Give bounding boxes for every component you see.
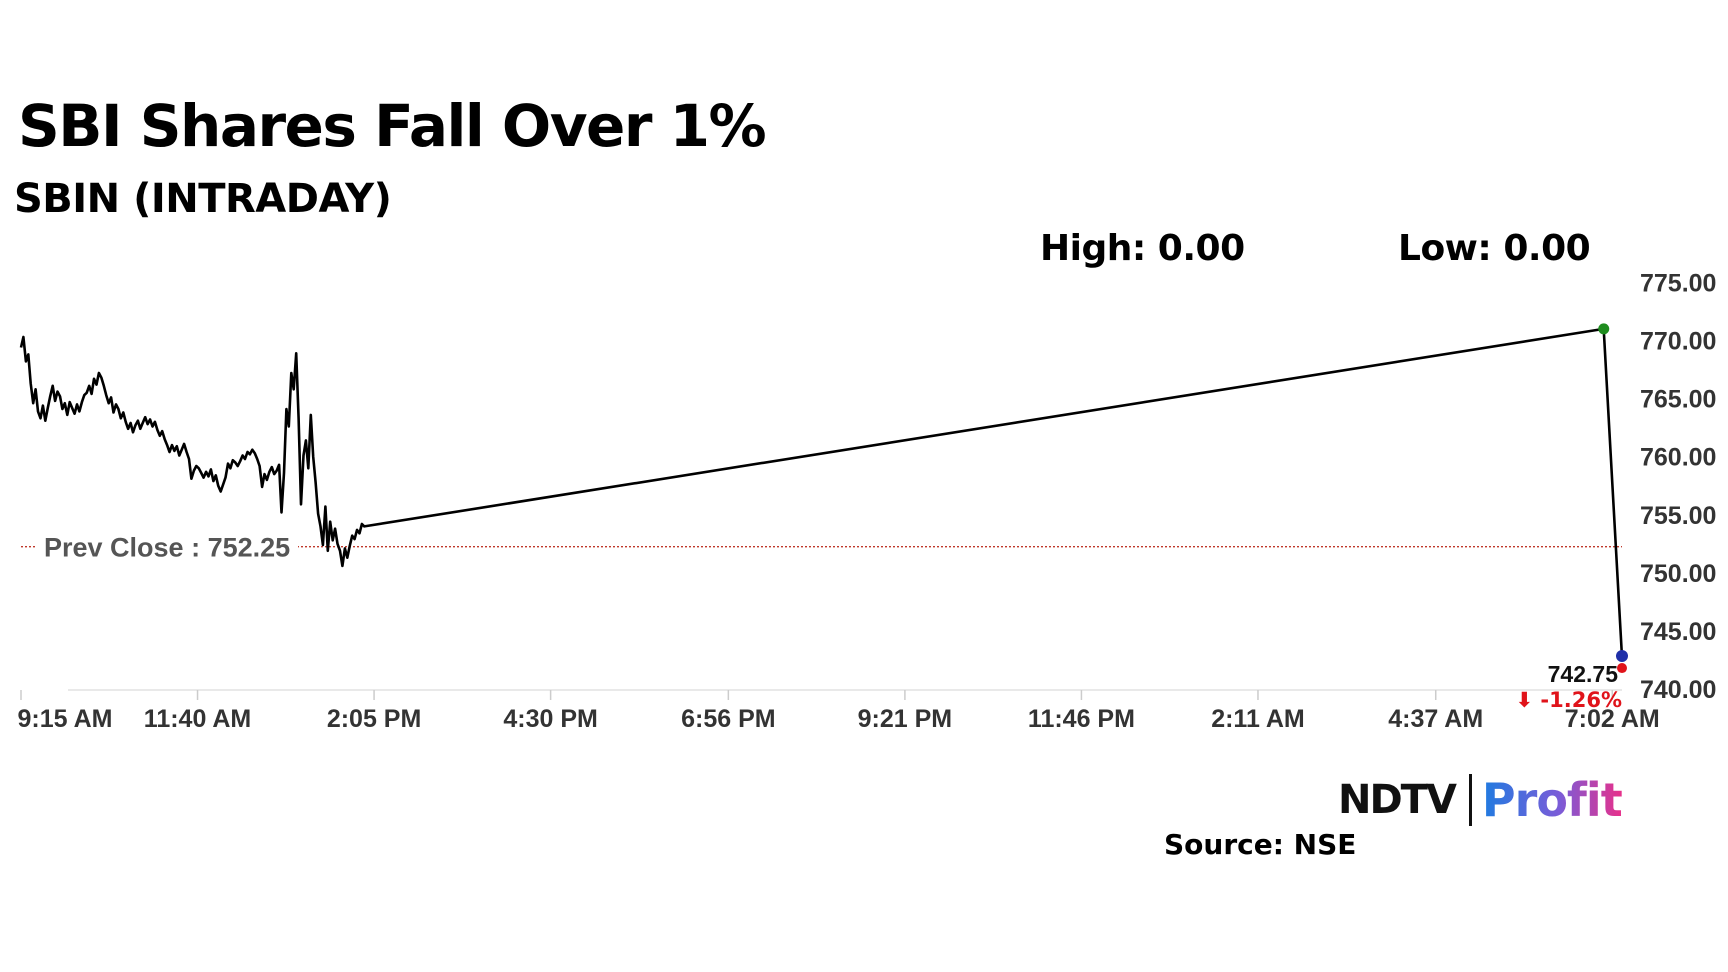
x-tick-label: 2:05 PM xyxy=(327,705,421,733)
logo-ndtv-text: NDTV xyxy=(1338,777,1457,823)
y-tick-label: 775.00 xyxy=(1640,269,1716,297)
x-tick-label: 9:15 AM xyxy=(18,705,113,733)
chart-title: SBI Shares Fall Over 1% xyxy=(18,92,767,160)
ndtv-profit-logo: NDTV Profit xyxy=(1338,770,1623,830)
x-tick-label: 7:02 AM xyxy=(1565,705,1660,733)
y-tick-label: 745.00 xyxy=(1640,618,1716,646)
prev-close-label: Prev Close : 752.25 xyxy=(44,533,290,563)
high-marker xyxy=(1598,323,1610,335)
logo-divider xyxy=(1468,774,1472,826)
last-price-label: 742.75 xyxy=(1548,661,1619,687)
x-tick-label: 11:40 AM xyxy=(144,705,251,733)
x-tick-label: 4:37 AM xyxy=(1388,705,1483,733)
chart-subtitle: SBIN (INTRADAY) xyxy=(14,176,392,222)
x-tick-label: 2:11 AM xyxy=(1211,705,1305,733)
y-tick-label: 755.00 xyxy=(1640,502,1716,530)
prev-close-label-bg xyxy=(36,524,298,565)
y-tick-label: 770.00 xyxy=(1640,328,1716,356)
y-tick-label: 740.00 xyxy=(1640,676,1716,704)
last-price-marker xyxy=(1616,650,1628,663)
y-tick-label: 760.00 xyxy=(1640,444,1716,472)
x-tick-label: 6:56 PM xyxy=(681,705,775,733)
x-tick-label: 9:21 PM xyxy=(858,705,952,733)
low-marker xyxy=(1617,663,1627,674)
y-tick-label: 765.00 xyxy=(1640,386,1716,414)
x-tick-label: 4:30 PM xyxy=(503,705,597,733)
price-series-line xyxy=(19,327,1624,658)
logo-profit-text: Profit xyxy=(1481,773,1623,827)
low-value: Low: 0.00 xyxy=(1398,228,1591,269)
change-percent-label: ⬇ -1.26% xyxy=(1516,688,1622,712)
source-label: Source: NSE xyxy=(1164,828,1357,861)
high-value: High: 0.00 xyxy=(1040,228,1245,269)
y-tick-label: 750.00 xyxy=(1640,560,1716,588)
x-tick-label: 11:46 PM xyxy=(1028,705,1135,733)
